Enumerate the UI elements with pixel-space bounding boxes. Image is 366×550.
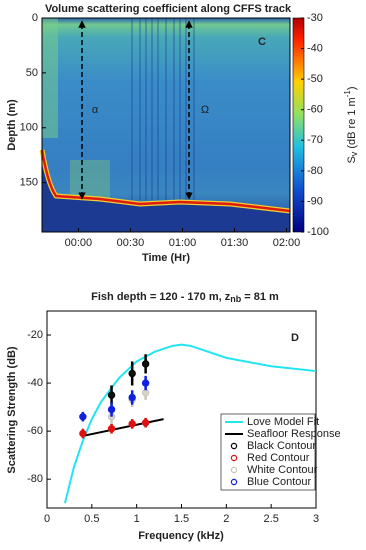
legend-label: Love Model Fit (247, 416, 319, 428)
colorbar (292, 17, 305, 233)
series-line (82, 418, 164, 437)
legend-box (220, 413, 316, 491)
legend-swatch (230, 466, 238, 474)
x-tick-label: 2.5 (264, 513, 279, 525)
legend-swatch (230, 442, 238, 450)
legend-label: White Contour (247, 464, 318, 476)
point (128, 420, 136, 428)
colorbar-tick-label: -90 (307, 195, 323, 207)
legend-swatch (230, 454, 238, 462)
point (128, 393, 136, 402)
chart-title: Volume scattering coefficient along CFFS… (45, 3, 292, 15)
y-tick-label: -60 (27, 425, 43, 437)
legend-label: Black Contour (247, 440, 316, 452)
x-tick-label: 02:00 (273, 237, 301, 249)
colorbar-label-part: (dB re 1 m (346, 97, 358, 151)
y-tick-label: -80 (27, 473, 43, 485)
colorbar-label-part: -1 (343, 90, 352, 98)
colorbar-tick-label: -40 (307, 42, 323, 54)
chart-title-part: nb (230, 294, 241, 304)
x-axis-label: Frequency (kHz) (138, 530, 224, 542)
y-tick-label: 100 (20, 122, 38, 134)
annotation: Ω (201, 104, 209, 116)
point (141, 379, 150, 387)
legend-swatch (230, 478, 238, 486)
x-tick-label: 1 (134, 513, 140, 525)
annotation: C (258, 36, 266, 48)
x-tick-label: 2 (223, 513, 229, 525)
point (107, 425, 116, 433)
point (141, 388, 150, 397)
colorbar-label: Sv (dB re 1 m-1) (343, 86, 359, 163)
x-tick-label: 0.5 (84, 513, 99, 525)
point (107, 405, 116, 414)
panel-label: D (291, 332, 299, 344)
chart-title-part: Fish depth = 120 - 170 m, z (91, 291, 231, 303)
point (128, 369, 136, 378)
point (141, 419, 150, 427)
y-axis-label: Depth (m) (6, 99, 18, 151)
colorbar-label-part: S (346, 156, 358, 163)
legend-label: Red Contour (247, 452, 310, 464)
colorbar-tick-label: -60 (307, 104, 323, 116)
colorbar-tick-label: -70 (307, 134, 323, 146)
y-axis-label: Scattering Strength (dB) (6, 346, 18, 473)
x-axis-label: Time (Hr) (142, 252, 190, 264)
annotation: α (92, 104, 99, 116)
x-tick-label: 00:30 (117, 237, 145, 249)
colorbar-label-part: ) (346, 86, 358, 90)
x-tick-label: 0 (44, 513, 50, 525)
legend-label: Blue Contour (247, 476, 312, 488)
colorbar-tick-label: -100 (307, 226, 329, 238)
x-tick-label: 1.5 (174, 513, 189, 525)
x-tick-label: 01:00 (169, 237, 197, 249)
colorbar-tick-label: -30 (307, 12, 323, 24)
point (107, 391, 116, 399)
point (79, 413, 87, 421)
y-tick-label: -20 (27, 329, 43, 341)
chart-title: Fish depth = 120 - 170 m, znb = 81 m (91, 291, 279, 304)
x-tick-label: 01:30 (221, 237, 249, 249)
y-tick-label: 50 (26, 67, 38, 79)
echogram-image (39, 17, 291, 233)
y-tick-label: 0 (32, 12, 38, 24)
y-tick-label: -40 (27, 377, 43, 389)
colorbar-label-part: v (349, 151, 359, 156)
chart-title-part: = 81 m (241, 291, 279, 303)
x-tick-label: 00:00 (65, 237, 93, 249)
point (79, 429, 87, 438)
x-tick-label: 3 (313, 513, 319, 525)
colorbar-tick-label: -50 (307, 73, 323, 85)
y-tick-label: 150 (20, 177, 38, 189)
legend-label: Seafloor Response (247, 428, 341, 440)
point (141, 360, 150, 368)
colorbar-tick-label: -80 (307, 165, 323, 177)
